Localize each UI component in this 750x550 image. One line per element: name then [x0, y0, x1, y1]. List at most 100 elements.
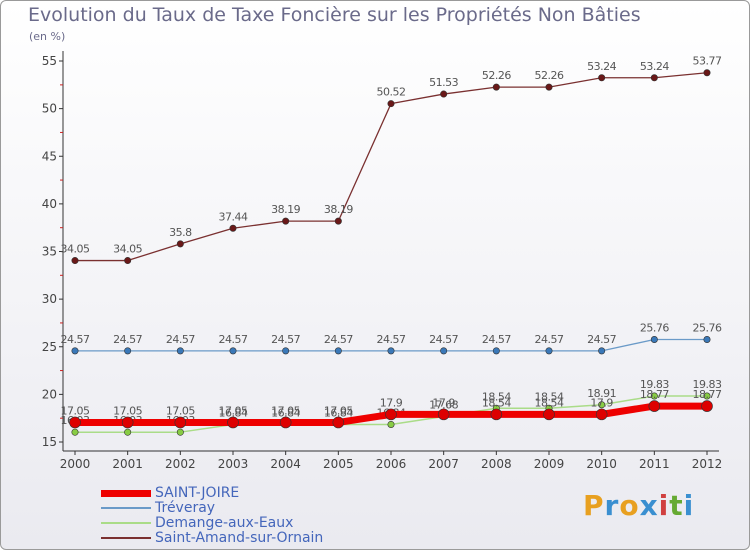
legend-label: Tréveray: [155, 500, 216, 516]
data-label: 19.83: [693, 378, 722, 391]
data-label: 38.19: [271, 203, 300, 216]
legend-item-saint-joire[interactable]: SAINT-JOIRE: [101, 485, 239, 501]
y-tick-label: 15: [42, 435, 57, 449]
data-point: [701, 400, 713, 412]
data-point: [492, 347, 500, 355]
data-point: [176, 428, 184, 436]
logo-letter: t: [669, 489, 684, 522]
data-point: [124, 428, 132, 436]
data-point: [332, 416, 345, 429]
data-label: 34.05: [113, 243, 142, 256]
data-point: [229, 224, 237, 232]
data-label: 24.57: [271, 333, 300, 346]
data-label: 38.19: [324, 203, 353, 216]
data-label: 18.54: [535, 390, 564, 403]
data-label: 24.57: [377, 333, 406, 346]
data-label: 17.05: [324, 404, 353, 417]
chart-title: Evolution du Taux de Taxe Foncière sur l…: [28, 4, 641, 26]
y-tick-label: 55: [42, 54, 57, 68]
data-label: 53.24: [640, 60, 669, 73]
legend-swatch: [101, 489, 151, 497]
data-point: [279, 416, 292, 429]
data-label: 24.57: [482, 333, 511, 346]
x-tick-label: 2009: [534, 457, 565, 471]
y-tick-label: 20: [42, 387, 57, 401]
data-point: [387, 420, 395, 428]
data-point: [650, 392, 658, 400]
x-tick-label: 2006: [376, 457, 407, 471]
data-point: [650, 74, 658, 82]
x-tick-label: 2003: [218, 457, 249, 471]
y-tick-label: 35: [42, 245, 57, 259]
data-label: 35.8: [169, 226, 192, 239]
x-tick-label: 2011: [639, 457, 670, 471]
data-point: [227, 416, 239, 429]
data-point: [545, 347, 553, 355]
y-tick-label: 25: [42, 340, 57, 354]
x-tick-label: 2002: [165, 457, 196, 471]
legend-label: SAINT-JOIRE: [155, 485, 240, 501]
legend-swatch: [101, 507, 151, 509]
data-label: 53.24: [587, 60, 616, 73]
data-label: 17.05: [271, 404, 300, 417]
data-label: 19.83: [640, 378, 669, 391]
data-point: [334, 347, 342, 355]
data-label: 16.84: [324, 406, 353, 419]
data-label: 18.77: [693, 388, 722, 401]
logo-letter: P: [583, 489, 605, 522]
data-point: [69, 416, 81, 429]
data-point: [648, 400, 661, 412]
data-label: 17.68: [429, 398, 458, 411]
data-label: 16.84: [271, 406, 300, 419]
legend-item-demange-aux-eaux[interactable]: Demange-aux-Eaux: [101, 515, 293, 531]
data-point: [490, 408, 503, 421]
y-tick-label: 40: [42, 197, 57, 211]
data-label: 24.57: [219, 333, 248, 346]
data-point: [282, 347, 290, 355]
legend-label: Demange-aux-Eaux: [155, 515, 294, 531]
data-label: 17.05: [219, 404, 248, 417]
data-point: [71, 347, 79, 355]
data-point: [174, 416, 187, 429]
data-label: 34.05: [61, 243, 90, 256]
data-point: [545, 83, 553, 91]
data-point: [703, 69, 711, 77]
data-point: [598, 347, 606, 355]
data-point: [282, 217, 290, 225]
unit-label: (en %): [29, 30, 66, 43]
data-point: [595, 408, 608, 421]
data-label: 24.57: [61, 333, 90, 346]
logo-letter: o: [619, 489, 640, 522]
data-point: [124, 257, 132, 265]
data-point: [703, 392, 711, 400]
x-tick-label: 2005: [323, 457, 354, 471]
data-label: 24.57: [324, 333, 353, 346]
legend-label: Saint-Amand-sur-Ornain: [155, 530, 324, 546]
data-label: 25.76: [640, 322, 669, 335]
data-label: 18.54: [482, 390, 511, 403]
x-tick-label: 2012: [692, 457, 723, 471]
data-point: [440, 347, 448, 355]
data-label: 52.26: [482, 69, 511, 82]
x-tick-label: 2007: [428, 457, 459, 471]
y-tick-label: 50: [42, 102, 57, 116]
data-label: 37.44: [219, 210, 248, 223]
data-label: 17.9: [590, 396, 613, 409]
data-label: 17.05: [166, 404, 195, 417]
data-point: [543, 408, 555, 421]
data-point: [440, 90, 448, 98]
data-point: [650, 336, 658, 344]
data-label: 50.52: [377, 86, 406, 99]
data-point: [71, 428, 79, 436]
data-label: 24.57: [587, 333, 616, 346]
data-label: 24.57: [113, 333, 142, 346]
legend-item-treveray[interactable]: Tréveray: [101, 500, 215, 516]
data-label: 18.77: [640, 388, 669, 401]
data-point: [703, 336, 711, 344]
data-label: 17.9: [432, 396, 455, 409]
data-point: [71, 257, 79, 265]
data-label: 17.05: [113, 404, 142, 417]
data-point: [334, 217, 342, 225]
legend-item-saint-amand-sur-ornain[interactable]: Saint-Amand-sur-Ornain: [101, 530, 323, 546]
